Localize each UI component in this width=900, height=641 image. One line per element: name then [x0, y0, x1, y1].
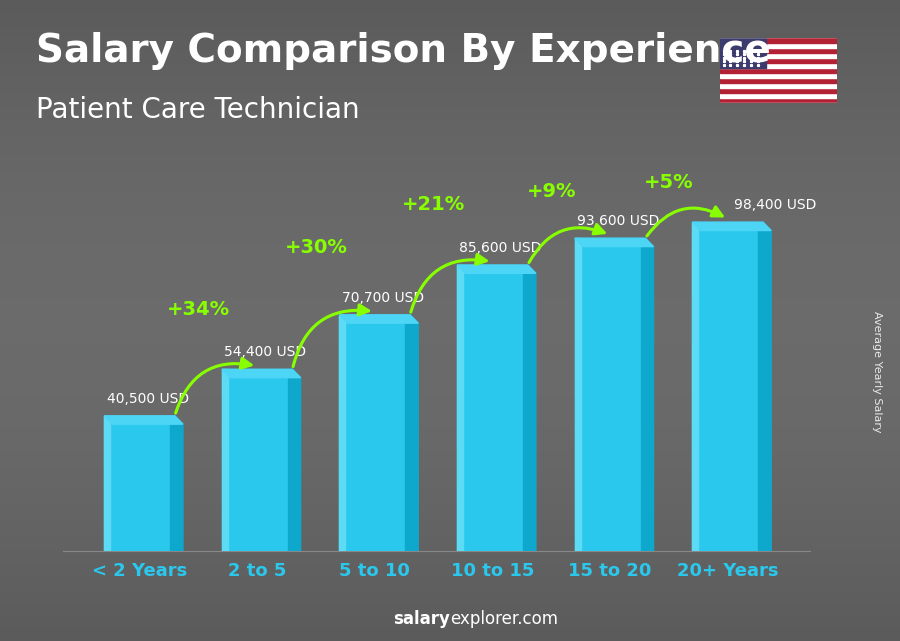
- Text: Salary Comparison By Experience: Salary Comparison By Experience: [36, 32, 770, 70]
- Polygon shape: [575, 238, 653, 247]
- Polygon shape: [645, 238, 653, 560]
- Polygon shape: [221, 369, 292, 551]
- Polygon shape: [221, 369, 228, 551]
- Polygon shape: [720, 78, 837, 83]
- Text: Average Yearly Salary: Average Yearly Salary: [872, 311, 883, 433]
- Polygon shape: [104, 416, 183, 424]
- Text: 85,600 USD: 85,600 USD: [459, 241, 542, 255]
- Polygon shape: [288, 369, 292, 551]
- Polygon shape: [575, 238, 580, 551]
- Polygon shape: [221, 369, 301, 378]
- Polygon shape: [457, 265, 463, 551]
- Polygon shape: [339, 315, 418, 323]
- Polygon shape: [720, 58, 837, 63]
- Polygon shape: [339, 315, 410, 551]
- Polygon shape: [720, 97, 837, 103]
- Text: +21%: +21%: [402, 196, 465, 214]
- Polygon shape: [292, 369, 301, 560]
- Polygon shape: [405, 315, 410, 551]
- Polygon shape: [720, 63, 837, 68]
- Polygon shape: [720, 38, 837, 44]
- Polygon shape: [457, 265, 536, 273]
- Polygon shape: [692, 222, 771, 231]
- Polygon shape: [720, 53, 837, 58]
- Text: +9%: +9%: [526, 182, 576, 201]
- Polygon shape: [758, 222, 763, 551]
- Polygon shape: [575, 238, 645, 551]
- Text: +5%: +5%: [644, 172, 694, 192]
- Polygon shape: [692, 222, 698, 551]
- Text: salary: salary: [393, 610, 450, 628]
- Text: 98,400 USD: 98,400 USD: [734, 198, 816, 212]
- Polygon shape: [641, 238, 645, 551]
- Polygon shape: [104, 416, 110, 551]
- Polygon shape: [720, 88, 837, 93]
- Polygon shape: [170, 416, 175, 551]
- Text: 40,500 USD: 40,500 USD: [106, 392, 189, 406]
- Polygon shape: [410, 315, 419, 560]
- Text: 54,400 USD: 54,400 USD: [224, 345, 306, 360]
- Polygon shape: [339, 315, 346, 551]
- Polygon shape: [720, 93, 837, 97]
- Polygon shape: [104, 416, 175, 551]
- Polygon shape: [175, 416, 183, 560]
- Polygon shape: [720, 73, 837, 78]
- Polygon shape: [763, 222, 771, 560]
- Polygon shape: [720, 48, 837, 53]
- Polygon shape: [720, 83, 837, 88]
- Text: explorer.com: explorer.com: [450, 610, 558, 628]
- Polygon shape: [527, 265, 536, 560]
- Polygon shape: [692, 222, 763, 551]
- Text: 93,600 USD: 93,600 USD: [577, 214, 660, 228]
- Polygon shape: [523, 265, 527, 551]
- Text: +34%: +34%: [166, 299, 230, 319]
- Text: 70,700 USD: 70,700 USD: [342, 291, 424, 304]
- Text: Patient Care Technician: Patient Care Technician: [36, 96, 360, 124]
- Polygon shape: [457, 265, 527, 551]
- Polygon shape: [720, 38, 766, 68]
- Polygon shape: [720, 68, 837, 73]
- Polygon shape: [720, 44, 837, 48]
- Text: +30%: +30%: [284, 238, 347, 258]
